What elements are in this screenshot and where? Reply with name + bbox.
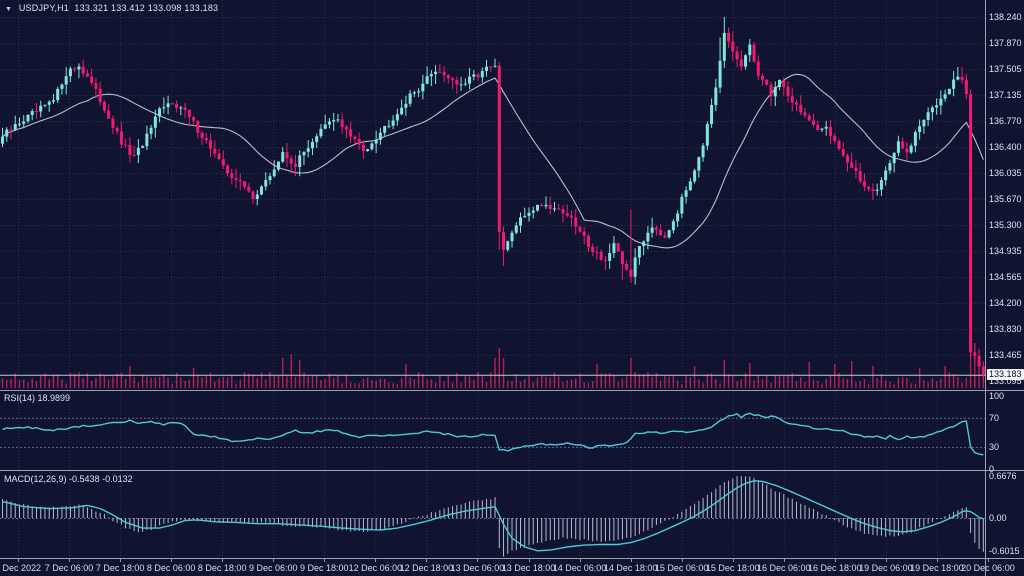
macd-indicator-panel[interactable] bbox=[0, 471, 985, 557]
time-axis-tick bbox=[171, 559, 173, 562]
price-axis-label: 134.935 bbox=[989, 245, 1022, 256]
time-axis-label: 13 Dec 06:00 bbox=[450, 563, 505, 573]
price-axis-label: 133.095 bbox=[989, 376, 1022, 386]
time-axis-tick bbox=[18, 559, 19, 562]
rsi-axis-label: 70 bbox=[989, 412, 1000, 423]
panel-separator-main-rsi[interactable] bbox=[0, 390, 1024, 391]
price-axis-label: 135.670 bbox=[989, 193, 1022, 204]
rsi-axis-label: 100 bbox=[989, 391, 1005, 401]
price-axis-label: 137.870 bbox=[989, 38, 1022, 49]
price-axis-label: 137.135 bbox=[989, 90, 1022, 101]
time-axis-label: 15 Dec 06:00 bbox=[654, 563, 709, 573]
time-axis-tick bbox=[477, 559, 479, 562]
time-axis-label: 19 Dec 18:00 bbox=[910, 563, 964, 573]
time-axis-label: 7 Dec 18:00 bbox=[95, 563, 145, 573]
time-axis-tick bbox=[885, 559, 887, 562]
time-axis-tick bbox=[222, 559, 224, 562]
time-axis-label: 13 Dec 18:00 bbox=[501, 563, 556, 573]
macd-main-value: -0.5438 bbox=[69, 474, 100, 484]
time-axis-label: 8 Dec 06:00 bbox=[146, 563, 196, 573]
time-axis-tick bbox=[120, 559, 122, 562]
time-axis-tick bbox=[69, 559, 71, 562]
rsi-name: RSI(14) bbox=[4, 393, 36, 403]
time-axis-label: 8 Dec 18:00 bbox=[197, 563, 247, 573]
time-axis-tick bbox=[579, 559, 581, 562]
macd-axis-label: 0.00 bbox=[989, 513, 1007, 523]
rsi-indicator-label: RSI(14) 18.9899 bbox=[4, 393, 70, 403]
time-axis-label: 6 Dec 2022 bbox=[0, 563, 42, 573]
time-axis-tick bbox=[324, 559, 326, 562]
ohlc-close: 133.183 bbox=[184, 3, 219, 13]
rsi-axis-label: 30 bbox=[989, 441, 1000, 452]
macd-axis-label: 0.6676 bbox=[989, 470, 1017, 481]
time-axis-tick bbox=[426, 559, 428, 562]
time-axis-label: 16 Dec 18:00 bbox=[808, 563, 862, 573]
moving-average-line bbox=[2, 73, 984, 249]
time-axis-tick bbox=[936, 559, 938, 562]
macd-axis-label: -0.6015 bbox=[989, 546, 1020, 556]
candles bbox=[1, 17, 985, 381]
panel-separator-rsi-macd[interactable] bbox=[0, 470, 1024, 471]
price-axis-label: 133.830 bbox=[989, 324, 1022, 334]
chevron-down-icon[interactable]: ▼ bbox=[5, 6, 13, 13]
chart-title: ▼ USDJPY,H1 133.321 133.412 133.098 133.… bbox=[5, 3, 218, 13]
panel-separator-macd-timeaxis bbox=[0, 558, 1024, 559]
price-axis-label: 136.035 bbox=[989, 168, 1022, 178]
rsi-current-value: 18.9899 bbox=[37, 393, 71, 403]
time-axis-label: 16 Dec 06:00 bbox=[756, 563, 811, 573]
time-axis-label: 14 Dec 18:00 bbox=[603, 563, 658, 573]
rsi-axis-label: 0 bbox=[989, 463, 995, 474]
main-price-chart[interactable] bbox=[0, 0, 985, 390]
time-axis-tick bbox=[783, 559, 785, 562]
time-axis-tick bbox=[987, 559, 989, 562]
time-axis-tick bbox=[630, 559, 632, 562]
time-axis-tick bbox=[273, 559, 275, 562]
time-axis-label: 20 Dec 06:00 bbox=[961, 563, 1015, 573]
symbol-period-label: USDJPY,H1 bbox=[18, 3, 69, 13]
time-axis-tick bbox=[681, 559, 683, 562]
time-axis-label: 12 Dec 18:00 bbox=[399, 563, 454, 573]
price-axis[interactable]: 133.183 138.240 137.870 137.505 137.135 136.… bbox=[985, 0, 1024, 576]
price-axis-label: 135.300 bbox=[989, 220, 1022, 230]
time-axis-label: 14 Dec 06:00 bbox=[552, 563, 607, 573]
price-axis-label: 138.240 bbox=[989, 12, 1022, 22]
ohlc-low: 133.098 bbox=[147, 3, 182, 13]
time-axis-tick bbox=[834, 559, 836, 562]
time-axis-label: 12 Dec 06:00 bbox=[348, 563, 403, 573]
price-axis-label: 137.505 bbox=[989, 64, 1022, 74]
macd-signal-value: -0.0132 bbox=[102, 474, 133, 484]
ohlc-open: 133.321 bbox=[74, 3, 109, 13]
rsi-indicator-panel[interactable] bbox=[0, 391, 985, 470]
macd-name: MACD(12,26,9) bbox=[4, 474, 67, 484]
time-axis-label: 9 Dec 18:00 bbox=[300, 563, 349, 573]
macd-histogram bbox=[2, 476, 984, 557]
price-axis-label: 136.770 bbox=[989, 116, 1022, 126]
price-axis-label: 136.400 bbox=[989, 142, 1022, 153]
price-axis-label: 134.200 bbox=[989, 297, 1022, 308]
time-axis-label: 19 Dec 06:00 bbox=[859, 563, 913, 573]
price-axis-label: 134.565 bbox=[989, 272, 1022, 282]
time-axis-label: 7 Dec 06:00 bbox=[44, 563, 94, 573]
bid-price-label: 133.183 bbox=[987, 368, 1024, 380]
time-axis-tick bbox=[528, 559, 530, 562]
time-axis-label: 9 Dec 06:00 bbox=[248, 563, 298, 573]
price-axis-label: 133.465 bbox=[989, 349, 1022, 360]
time-axis-tick bbox=[732, 559, 734, 562]
macd-signal-line bbox=[2, 480, 984, 552]
macd-indicator-label: MACD(12,26,9) -0.5438 -0.0132 bbox=[4, 474, 133, 484]
time-axis-tick bbox=[375, 559, 377, 562]
rsi-line bbox=[2, 412, 984, 456]
time-axis-label: 15 Dec 18:00 bbox=[705, 563, 760, 573]
ohlc-high: 133.412 bbox=[111, 3, 145, 13]
